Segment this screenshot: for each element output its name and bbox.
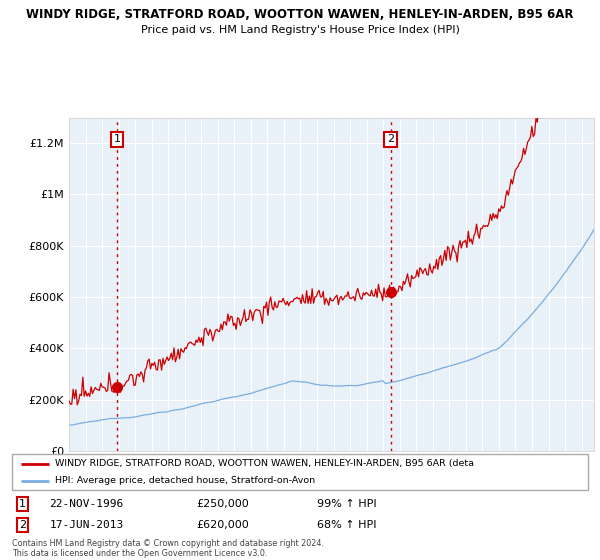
Text: 2: 2 [19,520,26,530]
Text: WINDY RIDGE, STRATFORD ROAD, WOOTTON WAWEN, HENLEY-IN-ARDEN, B95 6AR (deta: WINDY RIDGE, STRATFORD ROAD, WOOTTON WAW… [55,459,474,468]
Text: 1: 1 [19,500,26,510]
Text: 1: 1 [113,134,121,144]
Text: Contains HM Land Registry data © Crown copyright and database right 2024.
This d: Contains HM Land Registry data © Crown c… [12,539,324,558]
Text: 99% ↑ HPI: 99% ↑ HPI [317,500,377,510]
Text: 22-NOV-1996: 22-NOV-1996 [49,500,124,510]
Text: 68% ↑ HPI: 68% ↑ HPI [317,520,377,530]
Text: Price paid vs. HM Land Registry's House Price Index (HPI): Price paid vs. HM Land Registry's House … [140,25,460,35]
Text: £250,000: £250,000 [196,500,249,510]
Text: HPI: Average price, detached house, Stratford-on-Avon: HPI: Average price, detached house, Stra… [55,477,316,486]
Text: 2: 2 [387,134,394,144]
Text: 17-JUN-2013: 17-JUN-2013 [49,520,124,530]
Text: WINDY RIDGE, STRATFORD ROAD, WOOTTON WAWEN, HENLEY-IN-ARDEN, B95 6AR: WINDY RIDGE, STRATFORD ROAD, WOOTTON WAW… [26,8,574,21]
Text: £620,000: £620,000 [196,520,249,530]
FancyBboxPatch shape [12,454,588,490]
